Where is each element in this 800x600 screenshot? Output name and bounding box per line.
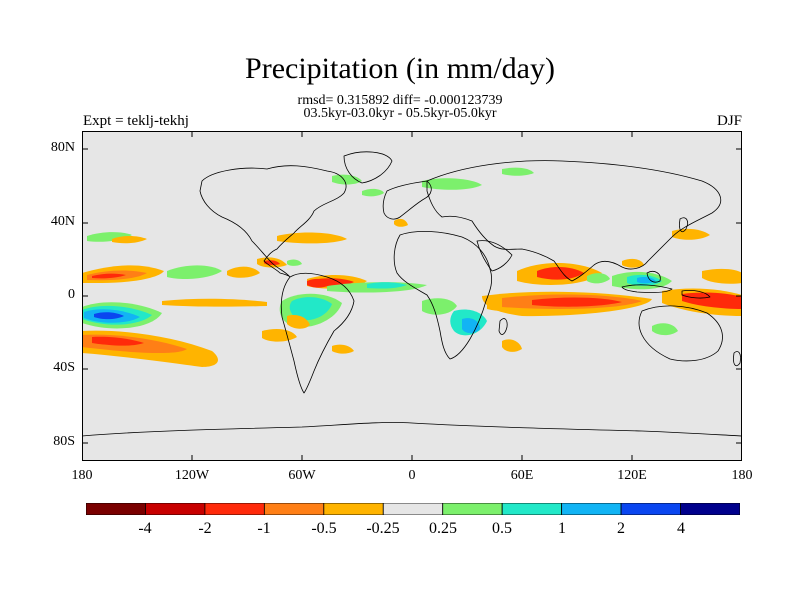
x-label-0: 0	[408, 468, 416, 483]
field-asia-green-2	[502, 167, 534, 176]
coast-new-guinea	[681, 289, 711, 299]
coast-japan	[679, 217, 688, 233]
colorbar-swatch-4	[323, 503, 384, 515]
field-namerica-orange	[277, 232, 347, 244]
coast-madagascar	[498, 318, 508, 335]
colorbar-swatch-10	[680, 503, 740, 515]
colorbar-swatch-9	[620, 503, 681, 515]
field-europe-green	[362, 188, 384, 197]
colorbar-swatch-7	[501, 503, 563, 515]
field-north-atlantic-green	[332, 174, 362, 185]
colorbar	[86, 503, 740, 515]
colorbar-swatch-5	[382, 503, 444, 515]
x-label-60e: 60E	[510, 468, 534, 483]
colorbar-label-5: 0.25	[429, 520, 457, 537]
colorbar-label-0: -4	[138, 520, 152, 537]
field-south-indian-red	[532, 297, 622, 307]
colorbar-label-9: 4	[677, 520, 685, 537]
coast-borneo	[646, 271, 661, 283]
x-label-60w: 60W	[288, 468, 316, 483]
y-label-40s: 40S	[53, 360, 75, 375]
colorbar-swatch-0	[86, 503, 146, 515]
coast-asia	[426, 160, 722, 282]
field-eq-pacific-orange-band	[162, 298, 267, 307]
y-label-80n: 80N	[50, 140, 75, 155]
colorbar-label-8: 2	[617, 520, 625, 537]
colorbar-label-3: -0.5	[311, 520, 337, 537]
coast-south-america	[280, 272, 355, 394]
field-eastern-pacific-orange	[227, 266, 260, 278]
colorbar-label-1: -2	[198, 520, 212, 537]
field-europe-orange	[394, 218, 408, 227]
anomaly-fields	[82, 167, 742, 367]
colorbar-swatch-6	[442, 503, 503, 515]
colorbar-label-6: 0.5	[492, 520, 512, 537]
field-pacific-itcz-north-inner	[92, 273, 126, 279]
field-madagascar-orange	[502, 339, 522, 352]
colorbar-label-4: -0.25	[366, 520, 400, 537]
coast-arabia	[476, 240, 513, 272]
field-north-pacific-green	[87, 232, 132, 242]
colorbar-swatch-3	[263, 503, 325, 515]
colorbar-swatch-1	[145, 503, 206, 515]
field-west-pacific-red	[682, 292, 742, 309]
coast-greenland	[343, 151, 393, 184]
map-frame	[82, 131, 742, 461]
field-south-pacific-dark-blue	[94, 312, 124, 320]
experiment-label: Expt = teklj-tekhj	[83, 113, 189, 129]
colorbar-label-2: -1	[257, 520, 271, 537]
field-ne-pacific-orange	[702, 268, 742, 284]
field-samerica-cyan	[289, 297, 332, 321]
y-label-0: 0	[68, 287, 75, 302]
field-samerica-red	[307, 278, 330, 288]
coast-africa	[393, 231, 493, 360]
coast-new-zealand	[733, 351, 741, 367]
map-background	[82, 131, 742, 461]
x-label-120w: 120W	[174, 468, 210, 483]
field-north-pacific-orange	[112, 236, 147, 244]
season-label: DJF	[716, 113, 742, 129]
field-samerica-orange	[287, 315, 310, 329]
coast-europe	[382, 180, 432, 220]
coastlines	[82, 151, 742, 437]
field-central-pacific-green	[167, 265, 222, 279]
field-atlantic-cyan	[367, 282, 407, 289]
coast-north-america	[199, 165, 347, 278]
field-bay-bengal-green	[587, 273, 610, 284]
colorbar-label-7: 1	[558, 520, 566, 537]
coast-australia	[638, 305, 723, 362]
y-label-80s: 80S	[53, 434, 75, 449]
period-subtitle: 03.5kyr-03.0kyr - 05.5kyr-05.0kyr	[303, 106, 497, 121]
chart-title: Precipitation (in mm/day)	[245, 52, 555, 85]
colorbar-swatch-8	[561, 503, 622, 515]
field-spcz-red	[92, 336, 144, 346]
y-label-40n: 40N	[50, 214, 75, 229]
field-maritime-blue	[637, 277, 656, 284]
coast-antarctica	[82, 422, 742, 437]
coast-indonesia	[621, 284, 673, 293]
precipitation-map	[82, 131, 742, 461]
field-asia-green	[422, 178, 482, 190]
field-south-atlantic-orange	[332, 344, 354, 354]
x-label-120e: 120E	[617, 468, 647, 483]
field-india-red	[537, 267, 584, 280]
stats-subtitle: rmsd= 0.315892 diff= -0.000123739	[297, 93, 503, 108]
field-maritime-orange	[622, 258, 644, 268]
field-australia-green	[652, 323, 678, 336]
x-label-180-left: 180	[71, 468, 93, 483]
x-label-180-right: 180	[731, 468, 753, 483]
colorbar-swatch-2	[204, 503, 265, 515]
field-gulf-green	[287, 259, 302, 266]
